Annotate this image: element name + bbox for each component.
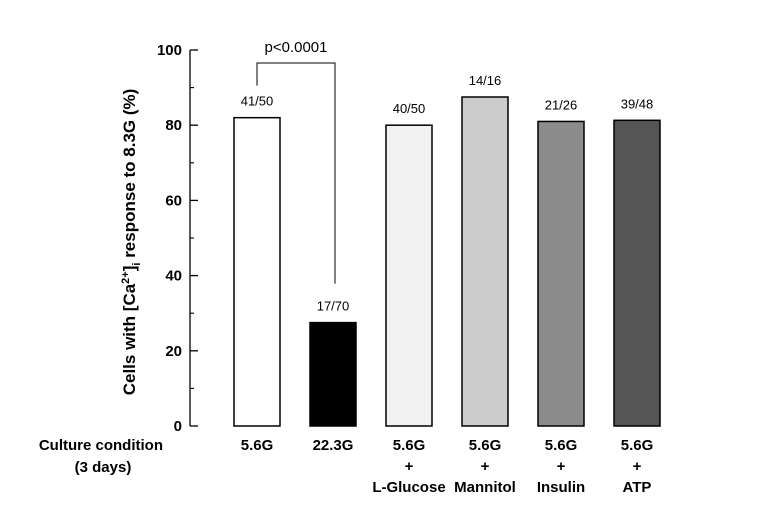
y-tick-label: 80 [165,117,182,134]
bar [385,124,433,427]
data-labels: 41/50 17/70 40/50 14/16 21/26 39/48 [241,73,654,314]
x-axis-title-line-2: (3 days) [75,459,132,476]
bar-data-label: 39/48 [621,96,654,111]
y-axis: 0 20 40 60 80 100 [157,42,198,435]
y-tick-label: 40 [165,268,182,285]
y-axis-label: Cells with [Ca2+]i response to 8.3G (%) [120,89,143,396]
category-label: Insulin [537,479,585,496]
ylabel-text: Cells with [Ca [120,283,139,395]
category-label: + [633,458,642,475]
x-axis-title-line-1: Culture condition [39,437,163,454]
y-tick-label: 60 [165,192,182,209]
bar [309,321,357,427]
category-label: ATP [623,479,652,496]
category-label: 5.6G [469,437,502,454]
category-label: L-Glucose [372,479,445,496]
category-labels: 5.6G 22.3G 5.6G + L-Glucose 5.6G + Mannitol 5.6G… [241,437,654,496]
bar-data-label: 17/70 [317,299,350,314]
ylabel-text-end: response to 8.3G (%) [120,89,139,263]
bar [233,116,281,427]
category-label: 5.6G [621,437,654,454]
ylabel-bracket: ] [120,266,139,272]
category-label: + [557,458,566,475]
category-label: + [405,458,414,475]
bars [233,96,661,427]
bar [537,120,585,427]
category-label: 22.3G [313,437,354,454]
significance-label: p<0.0001 [265,39,328,56]
significance-bracket: p<0.0001 [256,39,336,284]
category-label: 5.6G [393,437,426,454]
ylabel-subscript: i [131,263,143,266]
category-label: Mannitol [454,479,516,496]
y-tick-label: 100 [157,42,182,59]
x-axis-title: Culture condition (3 days) [39,437,167,476]
category-label: 5.6G [545,437,578,454]
y-tick-label: 20 [165,343,182,360]
category-label: 5.6G [241,437,274,454]
bar-data-label: 41/50 [241,94,274,109]
category-label: + [481,458,490,475]
bar-data-label: 14/16 [469,73,502,88]
y-tick-label: 0 [174,418,182,435]
significance-line [256,62,336,284]
bar-data-label: 40/50 [393,101,426,116]
ylabel-superscript: 2+ [120,271,132,284]
bar [613,119,661,427]
bar [461,96,509,427]
bar-data-label: 21/26 [545,97,578,112]
